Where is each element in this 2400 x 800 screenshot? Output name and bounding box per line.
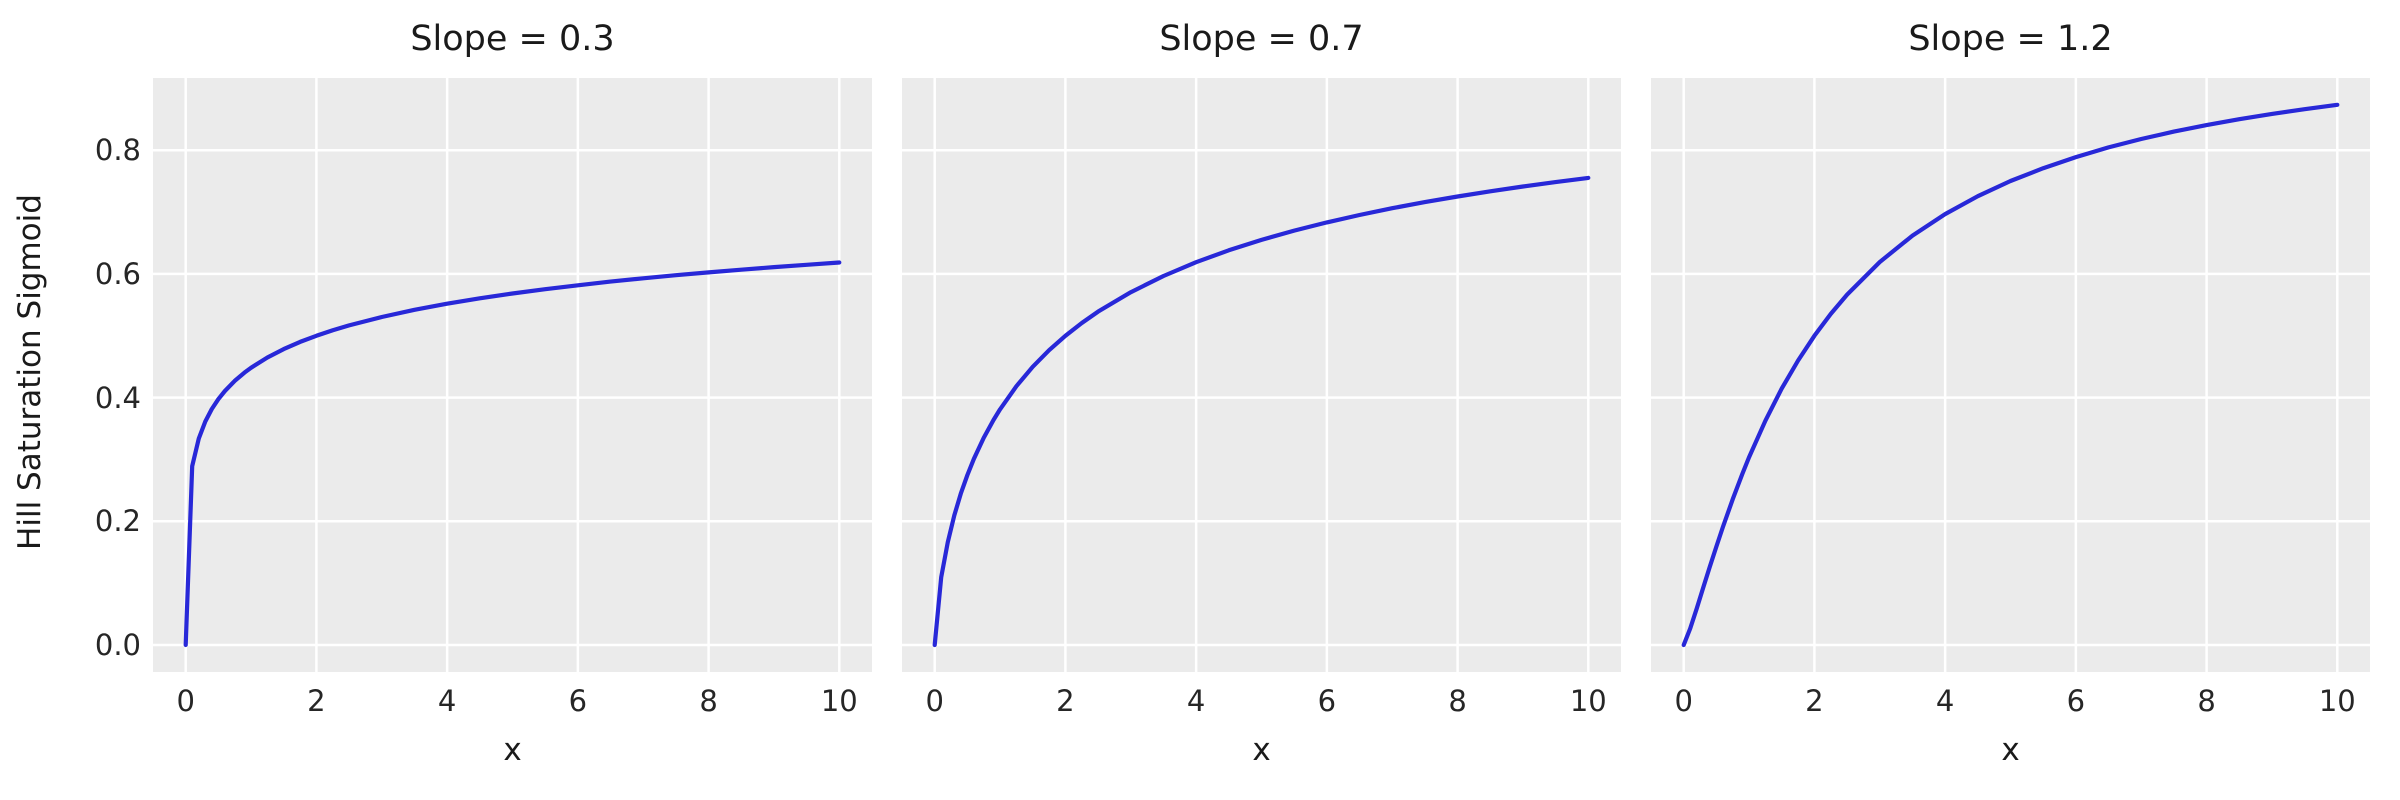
x-tick-label: 6	[568, 684, 588, 718]
x-tick-label: 4	[1935, 684, 1955, 718]
curve-hill_saturation_slope_0.7	[932, 175, 1591, 648]
plot-area	[153, 78, 872, 672]
x-tick-label: 2	[1056, 684, 1075, 718]
subplot-title: Slope = 0.7	[1159, 19, 1364, 59]
subplot-slope-1.2: Slope = 1.2 x 0 2 4 6 8 10	[1651, 0, 2370, 800]
x-tick-label: 0	[925, 684, 944, 718]
y-tick-label: 0.2	[94, 504, 141, 539]
x-tick-label: 4	[437, 684, 457, 718]
x-tick-label: 6	[1317, 684, 1337, 718]
curve-hill_saturation_slope_0.3	[183, 260, 842, 648]
x-tick-label: 0	[1674, 684, 1693, 718]
x-tick-label: 4	[1186, 684, 1206, 718]
x-tick-label: 6	[2066, 684, 2086, 718]
x-axis-label: x	[503, 732, 522, 768]
curve-hill_saturation_slope_1.2	[1681, 102, 2340, 648]
y-tick-label: 0.6	[94, 256, 141, 291]
x-tick-label: 8	[2197, 684, 2216, 718]
subplot-slope-0.7: Slope = 0.7 x 0 2 4 6 8 10	[902, 0, 1621, 800]
x-axis-label: x	[2001, 732, 2020, 768]
y-tick-label: 0.0	[94, 627, 141, 662]
plot-area	[1651, 78, 2370, 672]
x-tick-label: 0	[176, 684, 195, 718]
x-tick-label: 2	[1805, 684, 1824, 718]
x-tick-label: 8	[699, 684, 718, 718]
y-tick-label: 0.4	[94, 380, 141, 415]
subplot-title: Slope = 1.2	[1908, 19, 2113, 59]
subplot-title: Slope = 0.3	[410, 19, 615, 59]
y-tick-label: 0.8	[94, 133, 141, 168]
y-axis-label: Hill Saturation Sigmoid	[12, 194, 48, 550]
x-tick-label: 2	[307, 684, 326, 718]
subplot-slope-0.3: Slope = 0.3 x 0 2 4 6 8 10	[153, 0, 872, 800]
x-tick-label: 10	[820, 684, 858, 718]
x-axis-label: x	[1252, 732, 1271, 768]
x-tick-label: 8	[1448, 684, 1467, 718]
x-tick-label: 10	[1569, 684, 1607, 718]
plot-area	[902, 78, 1621, 672]
x-tick-label: 10	[2318, 684, 2356, 718]
